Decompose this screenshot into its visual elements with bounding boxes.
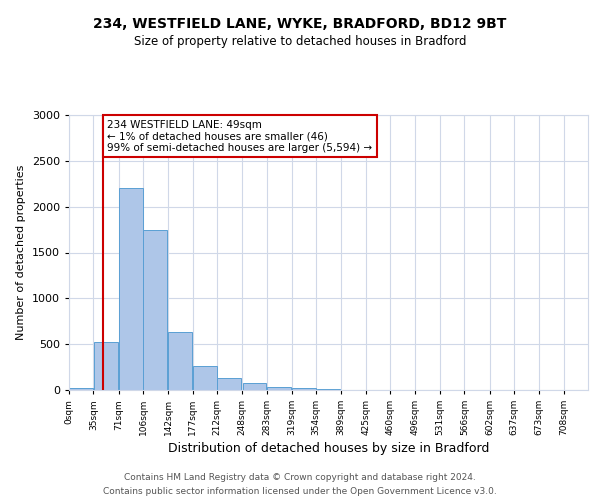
Bar	[292, 388, 316, 390]
Text: Contains HM Land Registry data © Crown copyright and database right 2024.: Contains HM Land Registry data © Crown c…	[124, 472, 476, 482]
Text: 234 WESTFIELD LANE: 49sqm
← 1% of detached houses are smaller (46)
99% of semi-d: 234 WESTFIELD LANE: 49sqm ← 1% of detach…	[107, 120, 373, 153]
Bar	[94, 342, 118, 390]
Bar	[317, 389, 340, 390]
Bar	[69, 388, 93, 390]
Bar	[169, 332, 193, 390]
Bar	[143, 230, 167, 390]
Bar	[193, 366, 217, 390]
Text: Size of property relative to detached houses in Bradford: Size of property relative to detached ho…	[134, 35, 466, 48]
X-axis label: Distribution of detached houses by size in Bradford: Distribution of detached houses by size …	[168, 442, 489, 456]
Text: 234, WESTFIELD LANE, WYKE, BRADFORD, BD12 9BT: 234, WESTFIELD LANE, WYKE, BRADFORD, BD1…	[94, 18, 506, 32]
Bar	[242, 383, 266, 390]
Bar	[217, 378, 241, 390]
Bar	[267, 387, 291, 390]
Text: Contains public sector information licensed under the Open Government Licence v3: Contains public sector information licen…	[103, 488, 497, 496]
Bar	[119, 188, 143, 390]
Y-axis label: Number of detached properties: Number of detached properties	[16, 165, 26, 340]
